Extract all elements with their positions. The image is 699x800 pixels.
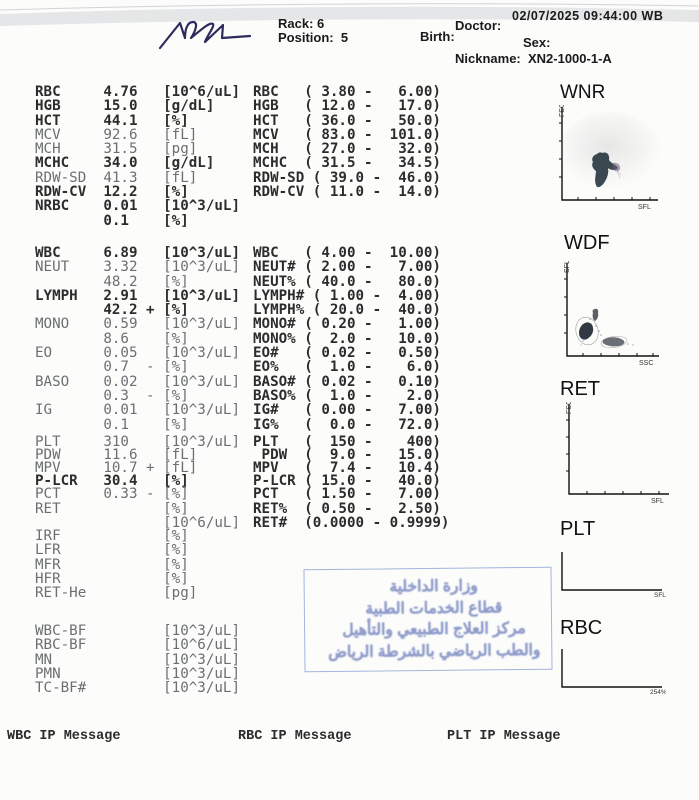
svg-text:254%: 254% [650,689,666,695]
svg-text:SFL: SFL [638,204,651,211]
svg-text:SFL: SFL [654,592,666,598]
svg-text:FSC: FSC [566,402,573,414]
svg-text:SSC: SSC [639,360,653,367]
svg-text:FSC: FSC [559,105,566,117]
svg-text:SFL: SFL [564,261,571,273]
svg-text:SFL: SFL [651,498,664,505]
